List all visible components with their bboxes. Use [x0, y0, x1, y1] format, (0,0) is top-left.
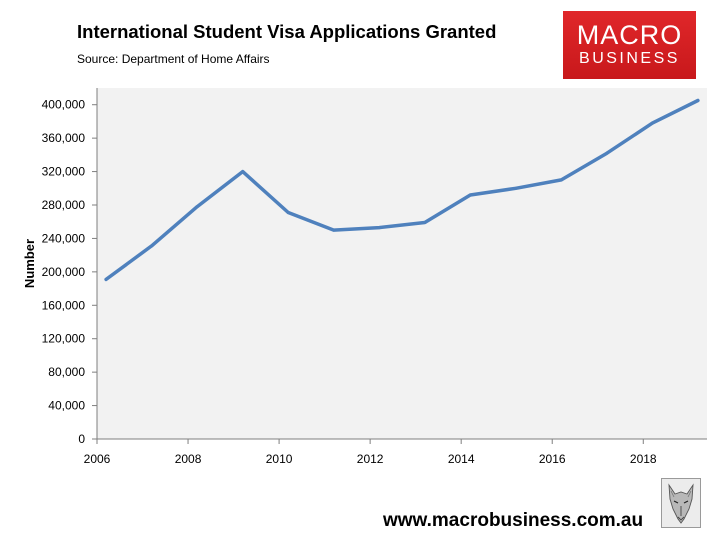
y-tick-label: 120,000	[42, 332, 86, 346]
data-point	[332, 228, 336, 232]
x-tick-label: 2012	[357, 452, 384, 466]
y-tick-label: 160,000	[42, 298, 86, 312]
data-point	[150, 244, 154, 248]
wolf-logo-icon	[661, 478, 701, 528]
x-tick-label: 2010	[266, 452, 293, 466]
data-point	[286, 211, 290, 215]
data-point	[514, 186, 518, 190]
plot-area	[97, 88, 707, 439]
y-tick-label: 0	[78, 432, 85, 446]
data-point	[696, 99, 700, 103]
x-tick-label: 2014	[448, 452, 475, 466]
macrobusiness-logo: MACRO BUSINESS	[563, 11, 696, 79]
chart-title: International Student Visa Applications …	[77, 21, 497, 42]
y-tick-label: 320,000	[42, 165, 86, 179]
y-tick-label: 280,000	[42, 198, 86, 212]
data-point	[605, 151, 609, 155]
axes: 0 40,000 80,000 120,000 160,000 200,000 240,00…	[42, 88, 707, 466]
x-tick-label: 2016	[539, 452, 566, 466]
series-group	[104, 98, 700, 282]
data-point	[559, 178, 563, 182]
data-point	[468, 193, 472, 197]
y-axis-label: Number	[22, 239, 37, 288]
data-point	[377, 226, 381, 230]
data-point	[423, 221, 427, 225]
series-line	[104, 98, 700, 282]
y-tick-label: 360,000	[42, 131, 86, 145]
logo-line-2: BUSINESS	[579, 50, 680, 67]
y-tick-label: 240,000	[42, 231, 86, 245]
data-point	[241, 170, 245, 174]
data-point	[195, 205, 199, 209]
y-tick-label: 40,000	[48, 399, 85, 413]
x-tick-label: 2018	[630, 452, 657, 466]
y-tick-label: 400,000	[42, 98, 86, 112]
data-point	[104, 277, 108, 281]
x-tick-label: 2006	[84, 452, 111, 466]
chart-source: Source: Department of Home Affairs	[77, 52, 270, 66]
y-tick-label: 80,000	[48, 365, 85, 379]
y-tick-label: 200,000	[42, 265, 86, 279]
x-tick-label: 2008	[175, 452, 202, 466]
logo-line-1: MACRO	[576, 20, 683, 50]
data-point	[650, 121, 654, 125]
website-url[interactable]: www.macrobusiness.com.au	[383, 510, 644, 531]
